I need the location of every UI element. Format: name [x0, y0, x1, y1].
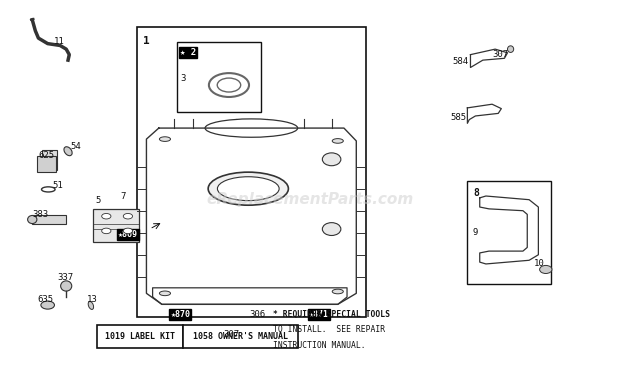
Text: 9: 9 [472, 228, 477, 237]
Text: * REQUIRES SPECIAL TOOLS: * REQUIRES SPECIAL TOOLS [273, 310, 390, 319]
Ellipse shape [123, 213, 133, 219]
Text: 5: 5 [95, 196, 100, 205]
Text: 13: 13 [87, 295, 97, 304]
Text: 11: 11 [54, 37, 64, 46]
Ellipse shape [41, 301, 55, 309]
Ellipse shape [123, 228, 133, 234]
Text: 307: 307 [224, 330, 240, 339]
Ellipse shape [332, 139, 343, 143]
Text: ★869: ★869 [118, 230, 138, 239]
Text: TO INSTALL.  SEE REPAIR: TO INSTALL. SEE REPAIR [273, 325, 385, 334]
Text: 1: 1 [143, 36, 150, 46]
Text: 1019 LABEL KIT: 1019 LABEL KIT [105, 332, 175, 341]
Text: ★870: ★870 [170, 310, 190, 319]
Ellipse shape [61, 281, 72, 291]
Text: 54: 54 [71, 142, 81, 151]
Ellipse shape [218, 177, 279, 201]
Bar [137, 27, 366, 317]
Text: 383: 383 [32, 210, 48, 219]
Bar [97, 324, 184, 349]
Text: INSTRUCTION MANUAL.: INSTRUCTION MANUAL. [273, 341, 366, 350]
Bar [184, 324, 298, 349]
Ellipse shape [208, 172, 288, 205]
Text: eReplacementParts.com: eReplacementParts.com [206, 192, 414, 207]
Ellipse shape [241, 331, 246, 338]
Bar [42, 150, 57, 170]
Ellipse shape [159, 137, 170, 141]
Ellipse shape [508, 46, 514, 53]
Ellipse shape [322, 223, 341, 235]
Ellipse shape [102, 228, 111, 234]
Text: 337: 337 [57, 273, 73, 282]
Text: 635: 635 [37, 295, 53, 304]
Text: ★ 2: ★ 2 [180, 48, 197, 57]
Ellipse shape [217, 78, 241, 92]
Text: 585: 585 [451, 112, 467, 122]
Text: 8: 8 [474, 188, 479, 198]
Ellipse shape [42, 187, 55, 192]
Ellipse shape [102, 213, 111, 219]
Ellipse shape [64, 147, 72, 156]
Ellipse shape [209, 73, 249, 97]
Bar [467, 181, 551, 284]
Text: 584: 584 [452, 57, 468, 67]
Text: 10: 10 [533, 259, 544, 269]
Text: 51: 51 [52, 181, 63, 190]
Text: 1058 OWNER'S MANUAL: 1058 OWNER'S MANUAL [193, 332, 288, 341]
Bar [32, 215, 66, 223]
Ellipse shape [322, 153, 341, 166]
Ellipse shape [28, 215, 37, 223]
Text: ★871: ★871 [309, 310, 329, 319]
Bar [37, 156, 56, 172]
Text: 306: 306 [249, 310, 265, 319]
Ellipse shape [539, 265, 552, 273]
Ellipse shape [205, 119, 298, 137]
Text: 307: 307 [492, 50, 508, 59]
Ellipse shape [88, 302, 94, 309]
Ellipse shape [332, 289, 343, 294]
Text: 7: 7 [120, 192, 125, 201]
Text: 625: 625 [38, 151, 55, 160]
Text: 3: 3 [180, 74, 186, 83]
Bar [177, 42, 260, 112]
Bar [93, 209, 139, 242]
Ellipse shape [159, 291, 170, 296]
